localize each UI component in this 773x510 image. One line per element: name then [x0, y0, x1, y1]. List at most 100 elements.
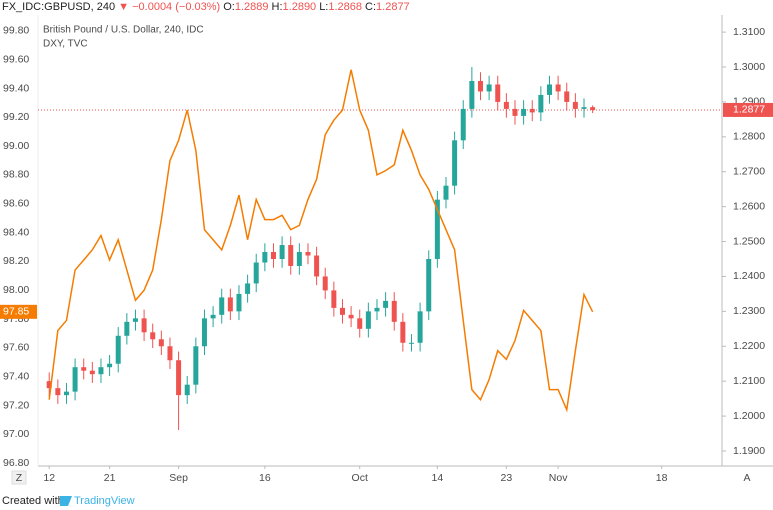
candle-body [253, 262, 259, 284]
y2-tick-label: 1.2400 [733, 270, 765, 282]
candle-body [115, 335, 121, 364]
candle-body [288, 245, 294, 266]
candle-body [426, 259, 432, 312]
last-value-box [0, 304, 37, 319]
x-tick-label: Oct [352, 472, 368, 484]
candle-body [400, 321, 406, 343]
y2-tick-label: 1.2000 [733, 410, 765, 422]
candle-body [590, 107, 596, 110]
y2-tick-label: 1.2700 [733, 166, 765, 178]
candle-body [305, 252, 311, 256]
scale-button-label[interactable]: A [743, 472, 750, 484]
ohlc-value: 1.2877 [376, 1, 410, 13]
last-value-label: 97.85 [3, 306, 29, 318]
ohlc-value: 1.2889 [234, 1, 269, 13]
candle-body [279, 245, 285, 260]
candle-body [331, 290, 337, 308]
candle-body [391, 300, 397, 322]
candle-body [158, 339, 164, 347]
y-tick-label: 96.80 [3, 457, 29, 469]
candle-body [236, 293, 242, 312]
y-tick-label: 99.20 [3, 111, 29, 123]
y2-tick-label: 1.2100 [733, 375, 765, 387]
candle-body [581, 107, 587, 109]
y-tick-label: 98.00 [3, 284, 29, 296]
candle-body [452, 140, 458, 186]
line-series [48, 69, 594, 413]
candle-body [219, 297, 225, 315]
candle-body [63, 391, 69, 396]
y2-tick-label: 1.2800 [733, 131, 765, 143]
legend-entry: British Pound / U.S. Dollar, 240, IDC [43, 25, 204, 36]
candle-body [469, 80, 475, 109]
candle-body [348, 314, 354, 319]
x-tick-label: 21 [104, 472, 116, 484]
last-value-label: 1.2877 [733, 104, 765, 116]
candle-body [89, 370, 95, 375]
x-tick-label: 18 [656, 472, 668, 484]
candle-body [245, 283, 251, 294]
y-tick-label: 99.60 [3, 53, 29, 65]
candle-body [408, 342, 414, 344]
candle-body [434, 199, 440, 260]
candle-body [262, 252, 268, 263]
y2-tick-label: 1.2500 [733, 235, 765, 247]
footer-brand[interactable]: TradingView [74, 495, 135, 507]
candle-body [55, 388, 61, 396]
candle-body [124, 321, 130, 336]
y-tick-label: 98.40 [3, 226, 29, 238]
candle-body [383, 300, 389, 308]
y2-tick-label: 1.3100 [733, 26, 765, 38]
candle-body [167, 346, 173, 361]
y2-tick-label: 1.2600 [733, 200, 765, 212]
y-tick-label: 97.20 [3, 399, 29, 411]
candle-body [150, 332, 156, 340]
candle-body [107, 363, 113, 368]
candle-body [322, 276, 328, 291]
candle-body [210, 314, 216, 319]
y-tick-label: 97.40 [3, 370, 29, 382]
candle-body [176, 360, 182, 396]
ohlc-label: C: [365, 1, 377, 13]
candle-body [546, 84, 552, 95]
candle-body [201, 318, 207, 347]
y-tick-label: 98.80 [3, 169, 29, 181]
y-tick-label: 97.60 [3, 342, 29, 354]
x-tick-label: Sep [169, 472, 188, 484]
candle-body [538, 94, 544, 113]
candle-body [564, 91, 570, 102]
scale-button[interactable] [11, 470, 27, 485]
candle-body [477, 80, 483, 92]
header: FX_IDC:GBPUSD, 240 ▼ −0.0004 (−0.03%) O:… [2, 1, 413, 13]
x-tick-label: 16 [259, 472, 271, 484]
ohlc: O:1.2889 H:1.2890 L:1.2868 C:1.2877 [223, 1, 412, 13]
candle-body [555, 84, 561, 92]
candle-body [46, 381, 52, 389]
candle-body [365, 311, 371, 329]
candle-body [572, 101, 578, 109]
candle-body [357, 318, 363, 329]
candle-body [270, 252, 276, 260]
x-tick-label: Nov [549, 472, 568, 484]
candle-body [512, 108, 518, 116]
y-tick-label: 98.60 [3, 198, 29, 210]
logo [60, 496, 72, 506]
arrow: ▼ [118, 1, 130, 13]
scale-button-label[interactable]: Z [16, 472, 23, 484]
candle-body [339, 307, 345, 315]
candle-body [132, 318, 138, 322]
candle-body [227, 297, 233, 312]
y-tick-label: 97.00 [3, 428, 29, 440]
candle-body [529, 108, 535, 113]
y2-tick-label: 1.2200 [733, 340, 765, 352]
candle-body [521, 108, 527, 116]
candle-body [184, 384, 190, 396]
candle-body [296, 252, 302, 266]
candle-body [193, 346, 199, 385]
y2-tick-label: 1.2300 [733, 305, 765, 317]
legend-entry: DXY, TVC [43, 39, 88, 50]
candle-body [314, 255, 320, 277]
candle-body [495, 84, 501, 102]
y2-tick-label: 1.1900 [733, 445, 765, 457]
